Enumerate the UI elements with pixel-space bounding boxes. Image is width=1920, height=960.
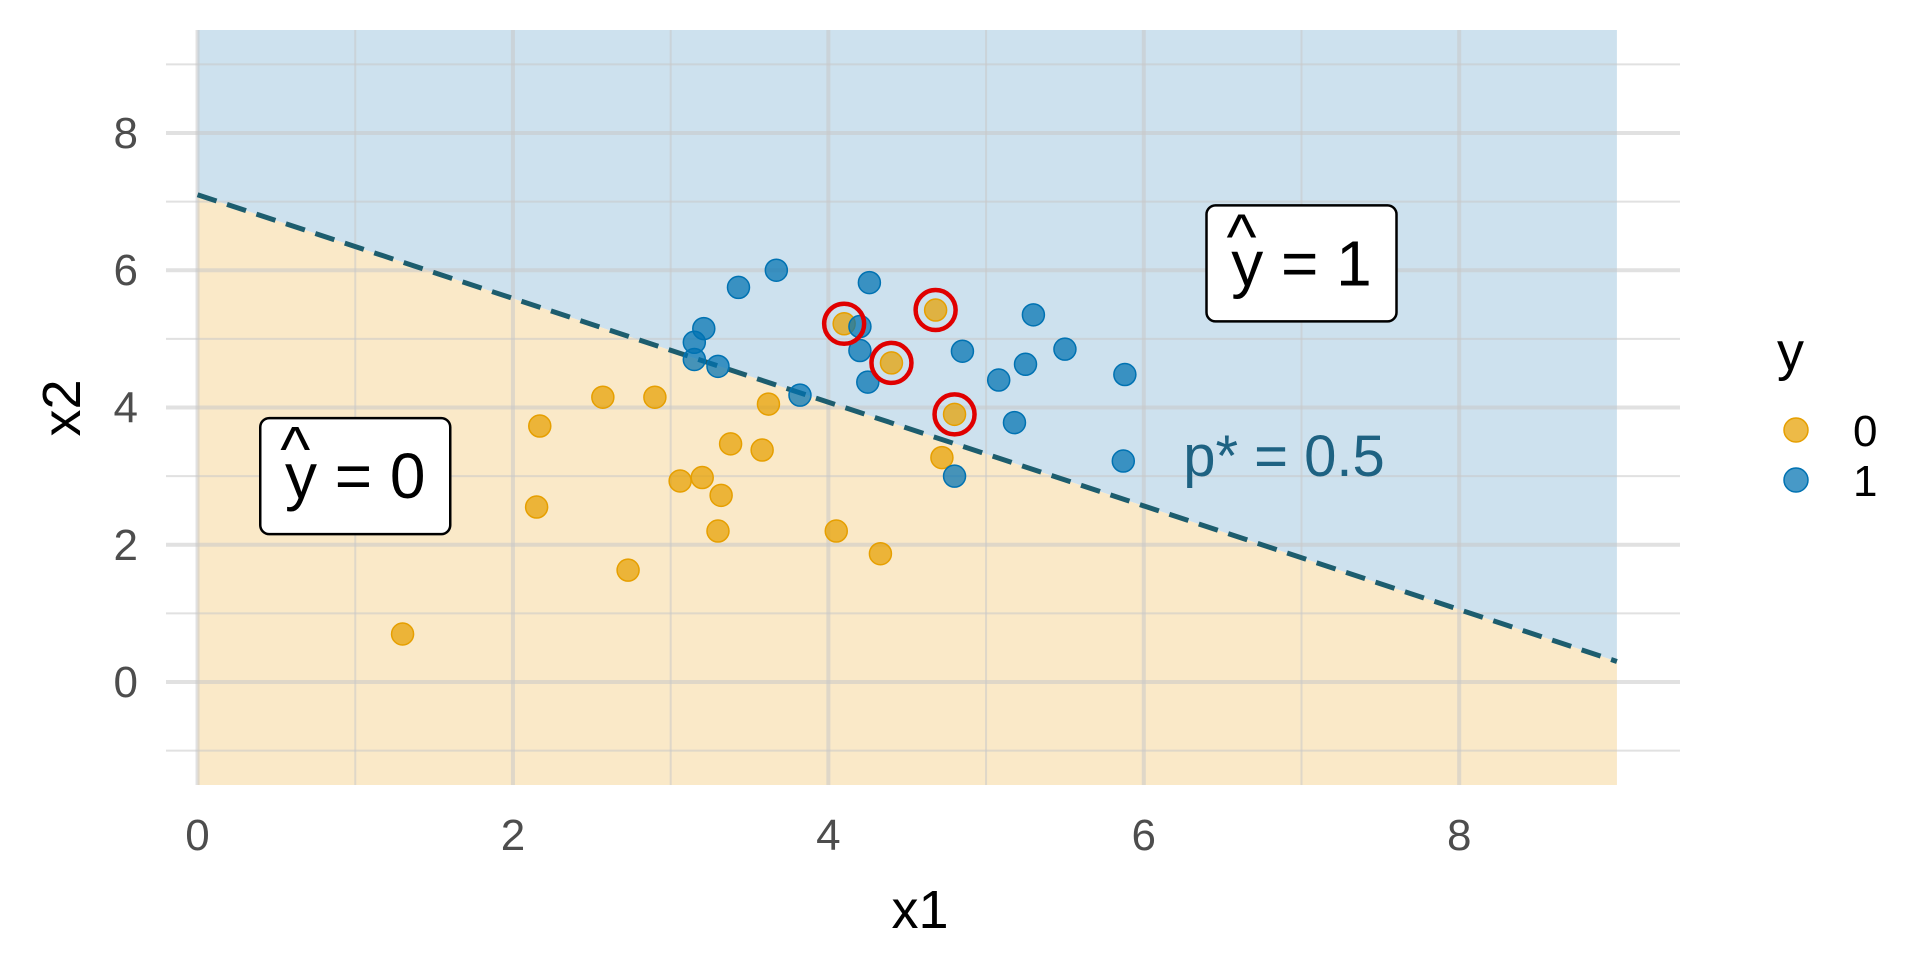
region-y1 xyxy=(197,30,1617,662)
point-y1 xyxy=(1053,337,1077,361)
misclassified-ring xyxy=(869,340,914,386)
y-tick-label: 2 xyxy=(114,521,138,570)
point-y1 xyxy=(950,339,975,363)
point-y1 xyxy=(706,354,730,379)
data-points xyxy=(390,258,1137,646)
misclassified-ring xyxy=(821,301,867,347)
x-tick-label: 0 xyxy=(185,811,209,860)
point-y0 xyxy=(942,402,967,427)
point-y1 xyxy=(682,347,707,372)
point-y0 xyxy=(750,438,774,462)
decision-boundary xyxy=(196,192,1618,664)
region-y0 xyxy=(197,194,1617,785)
point-y0 xyxy=(690,465,714,490)
misclassified-ring xyxy=(932,392,977,437)
point-y1 xyxy=(788,383,812,407)
point-y0 xyxy=(524,495,549,519)
point-y0 xyxy=(616,558,640,582)
point-y0 xyxy=(923,298,948,322)
region-label-y1-hat: ^ xyxy=(1226,200,1256,272)
legend-swatch-0 xyxy=(1783,417,1809,443)
legend: y 01 xyxy=(1777,322,1877,506)
region-label-y0-hat: ^ xyxy=(280,413,310,485)
point-y1 xyxy=(764,258,789,282)
y-tick-label: 4 xyxy=(114,384,138,433)
y-tick-label: 0 xyxy=(114,658,138,707)
legend-label-1: 1 xyxy=(1853,457,1877,506)
x-tick-label: 8 xyxy=(1447,811,1471,860)
boundary-line xyxy=(196,192,1618,664)
point-y0 xyxy=(868,541,893,566)
region-label-y0-text: y = 0 xyxy=(285,440,426,512)
point-y0 xyxy=(879,351,904,375)
point-y1 xyxy=(986,368,1011,392)
point-y1 xyxy=(726,275,751,300)
point-y1 xyxy=(692,316,716,341)
point-y1 xyxy=(857,270,882,295)
point-y0 xyxy=(390,622,415,646)
legend-title: y xyxy=(1777,322,1804,382)
misclassified-ring xyxy=(913,287,958,333)
region-label-y1: ^y = 1 xyxy=(1205,200,1398,323)
point-y0 xyxy=(668,469,692,493)
point-y0 xyxy=(706,519,730,543)
misclassified-highlights xyxy=(821,287,977,437)
region-fills xyxy=(197,30,1617,785)
point-y1 xyxy=(1013,352,1038,377)
point-y1 xyxy=(1002,410,1027,435)
region-label-y1-text: y = 1 xyxy=(1231,227,1372,299)
region-label-y0: ^y = 0 xyxy=(259,413,452,536)
point-y1 xyxy=(1111,449,1136,473)
point-y1 xyxy=(1113,362,1137,387)
point-y1 xyxy=(1021,303,1046,327)
region-labels: ^y = 0^y = 1p* = 0.5 xyxy=(259,200,1398,536)
point-y0 xyxy=(709,483,733,508)
point-y0 xyxy=(643,385,667,409)
legend-swatch-1 xyxy=(1783,467,1809,493)
y-axis-title: x2 xyxy=(32,379,92,436)
y-tick-label: 6 xyxy=(114,246,138,295)
x-axis-title: x1 xyxy=(891,880,948,940)
point-y1 xyxy=(942,464,967,488)
point-y0 xyxy=(528,414,552,438)
region-label-y0-box xyxy=(259,416,452,536)
threshold-label: p* = 0.5 xyxy=(1183,424,1385,489)
x-axis-ticks: 0 2 4 6 8 xyxy=(185,811,1471,860)
legend-label-0: 0 xyxy=(1853,407,1877,456)
point-y0 xyxy=(824,519,849,543)
point-y1 xyxy=(856,370,880,394)
x-tick-label: 4 xyxy=(816,811,840,860)
point-y0 xyxy=(930,445,954,470)
point-y0 xyxy=(756,392,781,416)
point-y1 xyxy=(848,338,872,363)
x-tick-label: 2 xyxy=(501,811,525,860)
y-tick-label: 8 xyxy=(114,109,138,158)
x-tick-label: 6 xyxy=(1132,811,1156,860)
region-label-y1-box xyxy=(1205,204,1398,323)
y-axis-ticks: 0 2 4 6 8 xyxy=(114,109,138,707)
point-y0 xyxy=(591,385,615,409)
grid xyxy=(166,30,1680,785)
point-y0 xyxy=(718,432,743,456)
